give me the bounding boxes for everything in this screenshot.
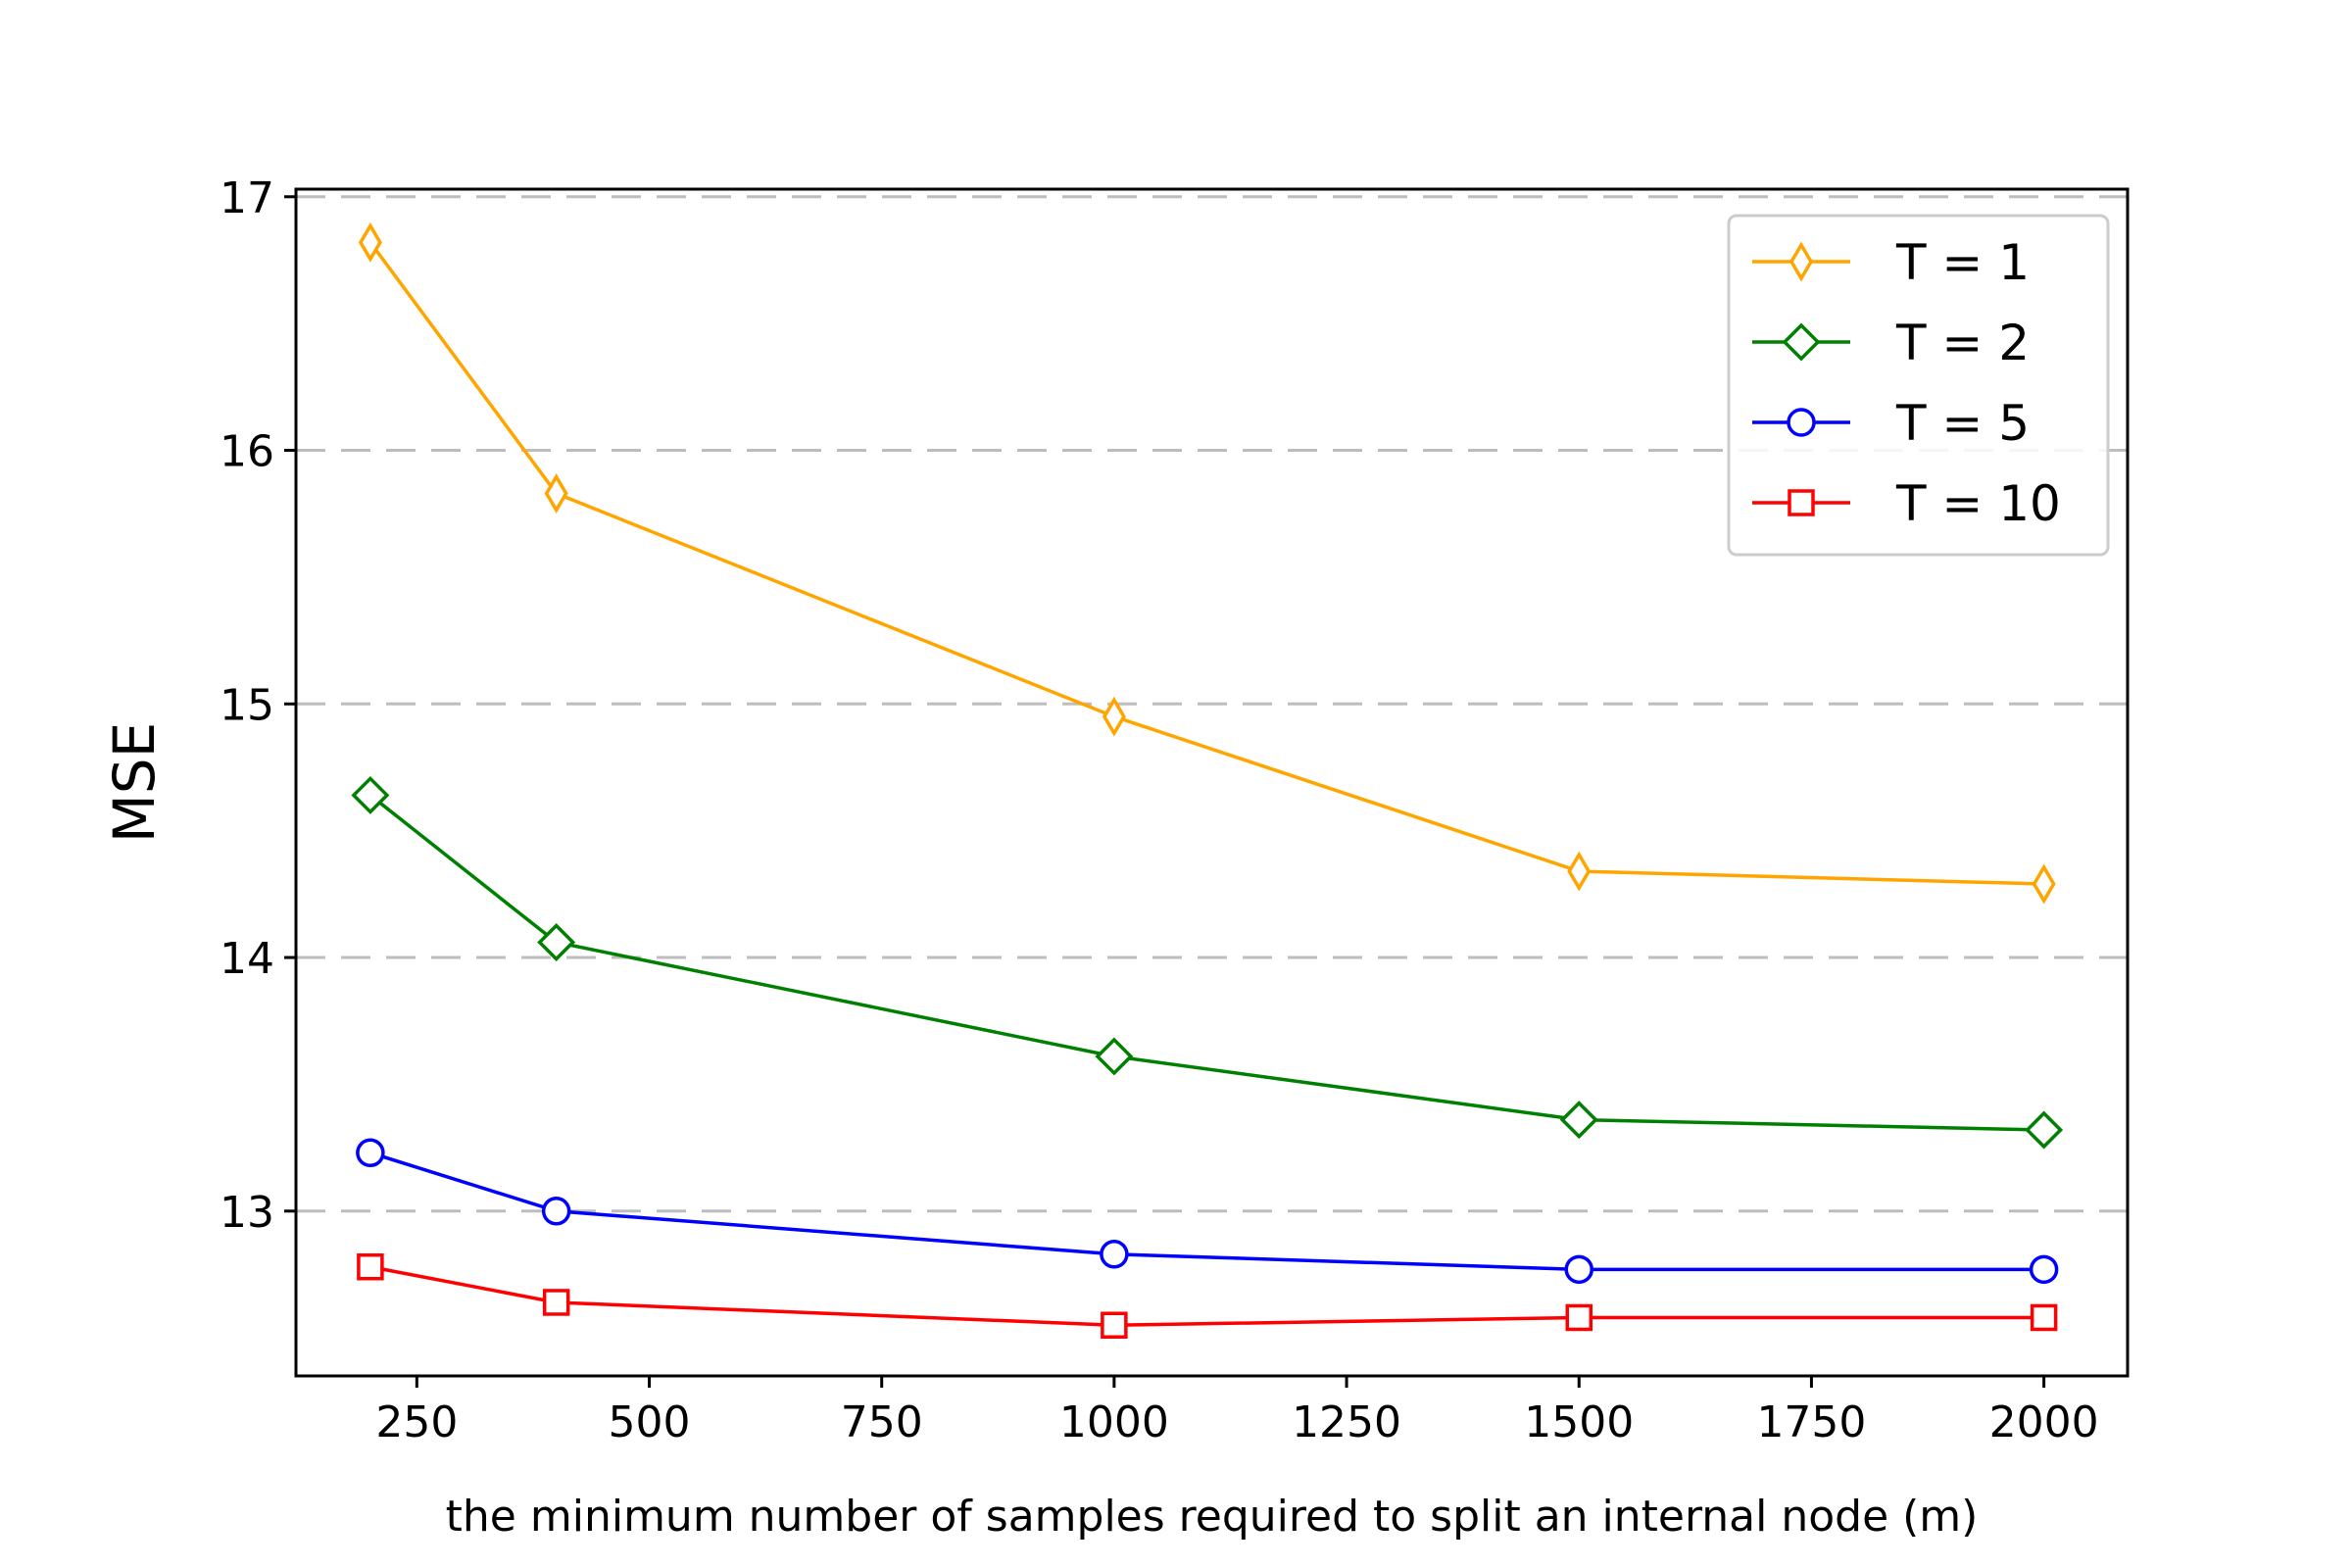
legend-label: T = 10 [1895, 475, 2061, 532]
series-1 [358, 221, 2056, 905]
data-point [1559, 1101, 1598, 1140]
data-point [1095, 1037, 1134, 1076]
series-3 [356, 1138, 2059, 1285]
legend: T = 1 T = 2 T = 5 T = 10 [1727, 214, 2110, 557]
data-point [1102, 696, 1126, 737]
y-tick-label: 15 [220, 680, 274, 730]
x-tick-label: 1500 [1524, 1397, 1634, 1447]
y-tick-label: 16 [220, 427, 274, 477]
plot-frame [294, 187, 2130, 1378]
legend-label: T = 5 [1895, 395, 2030, 452]
series-4 [357, 1252, 2058, 1339]
data-point [357, 1252, 384, 1281]
x-axis-label: the minimum number of samples required t… [446, 1492, 1979, 1542]
data-point [1565, 1303, 1592, 1332]
data-point [351, 775, 390, 814]
legend-item: T = 1 [1752, 234, 2030, 291]
data-point [2032, 863, 2056, 905]
legend-marker [1788, 489, 1815, 516]
data-point [1567, 851, 1592, 892]
data-point [1564, 1254, 1593, 1285]
y-axis-label: MSE [101, 722, 168, 844]
data-point [1101, 1311, 1128, 1339]
y-tick-label: 14 [220, 934, 274, 984]
x-tick-label: 2000 [1989, 1397, 2099, 1447]
legend-marker [1782, 322, 1821, 362]
series-2 [351, 775, 2064, 1150]
legend-item: T = 10 [1752, 475, 2061, 532]
y-tick-label: 17 [220, 173, 274, 223]
grid-lines [296, 195, 2128, 1213]
x-tick-label: 1750 [1756, 1397, 1866, 1447]
x-tick-label: 250 [375, 1397, 458, 1447]
x-tick-label: 1250 [1292, 1397, 1401, 1447]
legend-item: T = 5 [1752, 395, 2030, 452]
y-tick-label: 13 [220, 1188, 274, 1238]
legend-box [1727, 214, 2110, 557]
data-point [2029, 1254, 2059, 1285]
legend-marker [1787, 408, 1816, 437]
x-tick-label: 1000 [1059, 1397, 1169, 1447]
data-point [537, 923, 576, 961]
data-point [542, 1289, 570, 1316]
legend-item: T = 2 [1752, 315, 2030, 371]
y-axis: 13 14 15 16 17 [220, 173, 296, 1238]
data-point [541, 1197, 571, 1226]
legend-label: T = 2 [1895, 315, 2030, 371]
data-point [358, 221, 382, 263]
x-axis: 250 500 750 1000 1250 1500 1750 2000 [375, 1376, 2099, 1447]
data-point [2025, 1110, 2064, 1150]
series-layer [351, 221, 2064, 1339]
legend-label: T = 1 [1895, 234, 2030, 291]
data-point [356, 1138, 385, 1168]
data-point [1100, 1240, 1129, 1269]
x-tick-label: 750 [841, 1397, 923, 1447]
x-tick-label: 500 [609, 1397, 691, 1447]
data-point [544, 473, 568, 514]
legend-marker [1788, 241, 1814, 282]
data-point [2030, 1303, 2058, 1332]
